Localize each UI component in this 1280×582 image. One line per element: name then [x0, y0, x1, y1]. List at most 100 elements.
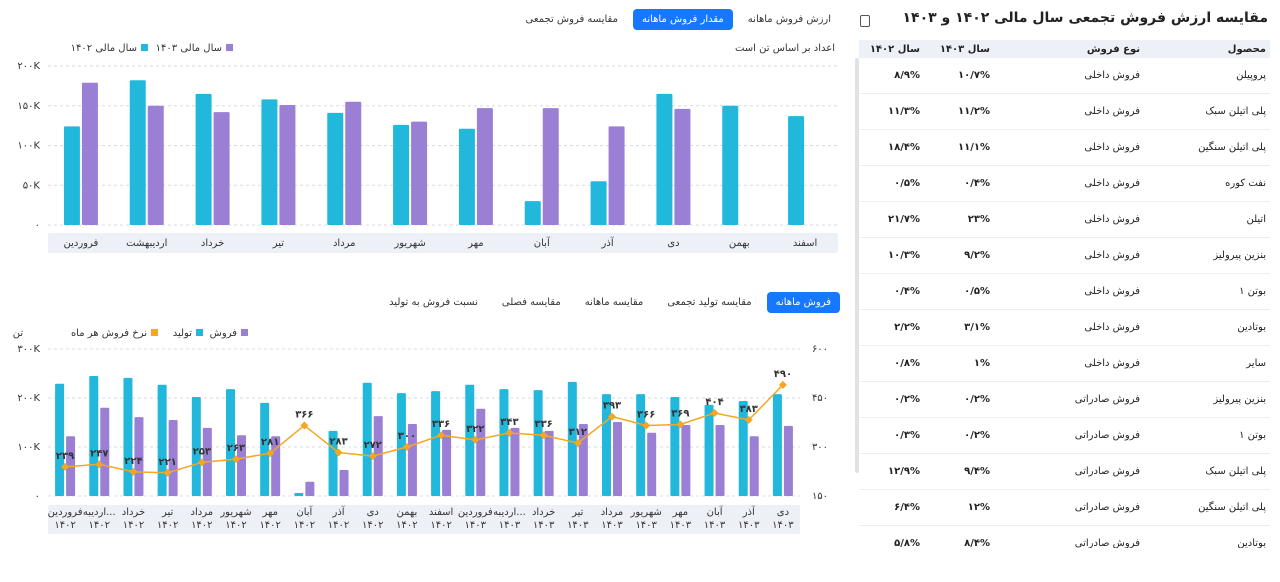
- table-cell: سایر: [1144, 345, 1270, 382]
- table-row: بوتن ۱ فروش داخلی ۰/۵% ۰/۴%: [859, 273, 1270, 310]
- x-tick-label-line: مرداد: [601, 507, 624, 518]
- data-label: ۲۲۱: [158, 457, 176, 468]
- bar: [613, 422, 622, 496]
- tab[interactable]: مقایسه ماهانه: [584, 297, 644, 308]
- table-cell: فروش صادراتی: [994, 381, 1144, 418]
- x-tick-label: دی ۱۴۰۳: [772, 507, 794, 531]
- x-tick-label: اردیبه... ۱۴۰۳: [493, 507, 526, 531]
- x-tick-label-line: ۱۴۰۲: [89, 520, 110, 531]
- data-label: ۳۳۶: [534, 419, 552, 430]
- table-cell: ۰/۸%: [859, 345, 924, 382]
- table-row: پلی اتیلن سنگین فروش داخلی ۱۱/۱% ۱۸/۴%: [859, 129, 1270, 166]
- data-label: ۳۳۶: [432, 419, 450, 430]
- line-marker: [368, 452, 377, 461]
- tab[interactable]: فروش ماهانه: [766, 292, 840, 313]
- bar: [499, 389, 509, 496]
- bar: [738, 400, 748, 496]
- y-tick-label: ۱۰۰K: [17, 141, 40, 152]
- data-label: ۲۴۷: [90, 448, 108, 459]
- bar: [129, 80, 146, 225]
- bar: [345, 101, 362, 225]
- bar: [396, 393, 406, 496]
- bar: [294, 493, 304, 496]
- table-cell: ۰/۵%: [859, 165, 924, 202]
- x-tick-label-line: مهر: [261, 507, 277, 518]
- table-cell: ۰/۵%: [924, 273, 994, 310]
- x-tick-label-line: بهمن: [397, 507, 418, 518]
- x-tick-label-line: ۱۴۰۲: [328, 520, 349, 531]
- table-row: بنزین پیرولیز فروش داخلی ۹/۲% ۱۰/۳%: [859, 237, 1270, 274]
- bar: [147, 105, 164, 225]
- bar: [674, 108, 691, 225]
- line-marker: [300, 421, 309, 430]
- data-label: ۳۴۳: [500, 417, 518, 428]
- data-label: ۲۲۴: [124, 456, 142, 467]
- x-tick-label-line: خرداد: [122, 507, 145, 518]
- x-tick-label-line: ۱۴۰۲: [157, 520, 178, 531]
- x-tick-label: شهریور ۱۴۰۳: [630, 507, 662, 531]
- data-label: ۲۸۱: [261, 437, 279, 448]
- bar: [670, 397, 680, 496]
- line-marker: [608, 412, 616, 421]
- table-cell: ۹/۲%: [924, 237, 994, 274]
- x-tick-label: اسفند: [793, 238, 817, 249]
- bar: [656, 93, 673, 225]
- chart-note: اعداد بر اساس تن است: [735, 43, 835, 54]
- table-cell: ۱۸/۴%: [859, 129, 924, 166]
- table-row: نفت کوره فروش داخلی ۰/۴% ۰/۵%: [859, 165, 1270, 202]
- tab[interactable]: مقایسه فروش تجمعی: [525, 14, 618, 25]
- x-tick-label: فروردین: [64, 238, 99, 249]
- x-tick-label: اردیبه... ۱۴۰۲: [83, 507, 116, 531]
- x-tick-label: آذر ۱۴۰۳: [738, 505, 760, 531]
- y-tick-label: ۲۰۰K: [17, 393, 40, 404]
- bar: [465, 384, 475, 496]
- data-label: ۳۶۹: [671, 408, 689, 419]
- tab-bar: ارزش فروش ماهانه مقدار فروش ماهانه مقایسه …: [517, 9, 840, 30]
- bar: [578, 423, 588, 496]
- x-tick-label-line: ۱۴۰۲: [259, 520, 280, 531]
- bar: [704, 404, 714, 496]
- tab[interactable]: ارزش فروش ماهانه: [747, 14, 831, 25]
- export-icon[interactable]: [860, 15, 870, 27]
- x-tick-label-line: ۱۴۰۳: [465, 520, 487, 531]
- x-tick-label-line: مرداد: [191, 507, 214, 518]
- table-cell: فروش صادراتی: [994, 453, 1144, 490]
- y2-tick-label: ۳۰۰: [812, 442, 828, 453]
- bar: [590, 181, 607, 225]
- table-row: بوتن ۱ فروش صادراتی ۰/۲% ۰/۳%: [859, 417, 1270, 454]
- table-cell: پروپیلن: [1144, 58, 1270, 94]
- x-tick-label: خرداد ۱۴۰۳: [532, 507, 555, 531]
- line-marker: [437, 431, 446, 440]
- x-tick-label-line: ۱۴۰۲: [123, 520, 144, 531]
- bar: [237, 435, 246, 496]
- table-cell: بنزین پیرولیز: [1144, 237, 1270, 274]
- x-tick-label: بهمن: [729, 238, 750, 249]
- bar: [681, 424, 691, 496]
- bar: [544, 430, 554, 496]
- y-tick-label: ۲۰۰K: [17, 61, 40, 72]
- x-tick-label-line: ۱۴۰۳: [772, 520, 794, 531]
- y-tick-label: ۰: [35, 491, 40, 502]
- table-cell: اتیلن: [1144, 201, 1270, 238]
- tab[interactable]: مقایسه تولید تجمعی: [667, 297, 752, 308]
- table-cell: ۸/۴%: [924, 525, 994, 548]
- legend-label: تولید: [173, 328, 192, 339]
- line-marker: [710, 409, 719, 418]
- x-tick-label: آبان: [534, 236, 551, 249]
- bar: [524, 201, 541, 225]
- tab[interactable]: مقدار فروش ماهانه: [632, 9, 733, 30]
- line-marker: [61, 462, 70, 471]
- y-tick-label: ۱۰۰K: [17, 442, 40, 453]
- tab-bar: فروش ماهانه مقایسه تولید تجمعی مقایسه ماها…: [380, 292, 840, 313]
- table-row: پلی اتیلن سنگین فروش صادراتی ۱۲% ۶/۴%: [859, 489, 1270, 526]
- x-tick-label: تیر ۱۴۰۲: [157, 507, 178, 531]
- table-cell: پلی اتیلن سنگین: [1144, 129, 1270, 166]
- tab[interactable]: نسبت فروش به تولید: [389, 297, 478, 308]
- table-row: پلی اتیلن سبک فروش صادراتی ۹/۴% ۱۲/۹%: [859, 453, 1270, 490]
- tab[interactable]: مقایسه فصلی: [501, 297, 561, 308]
- data-label: ۴۰۴: [705, 397, 723, 408]
- bar: [772, 394, 782, 496]
- y2-tick-label: ۶۰۰: [812, 344, 828, 355]
- table-cell: فروش داخلی: [994, 201, 1144, 238]
- line-marker: [642, 421, 651, 430]
